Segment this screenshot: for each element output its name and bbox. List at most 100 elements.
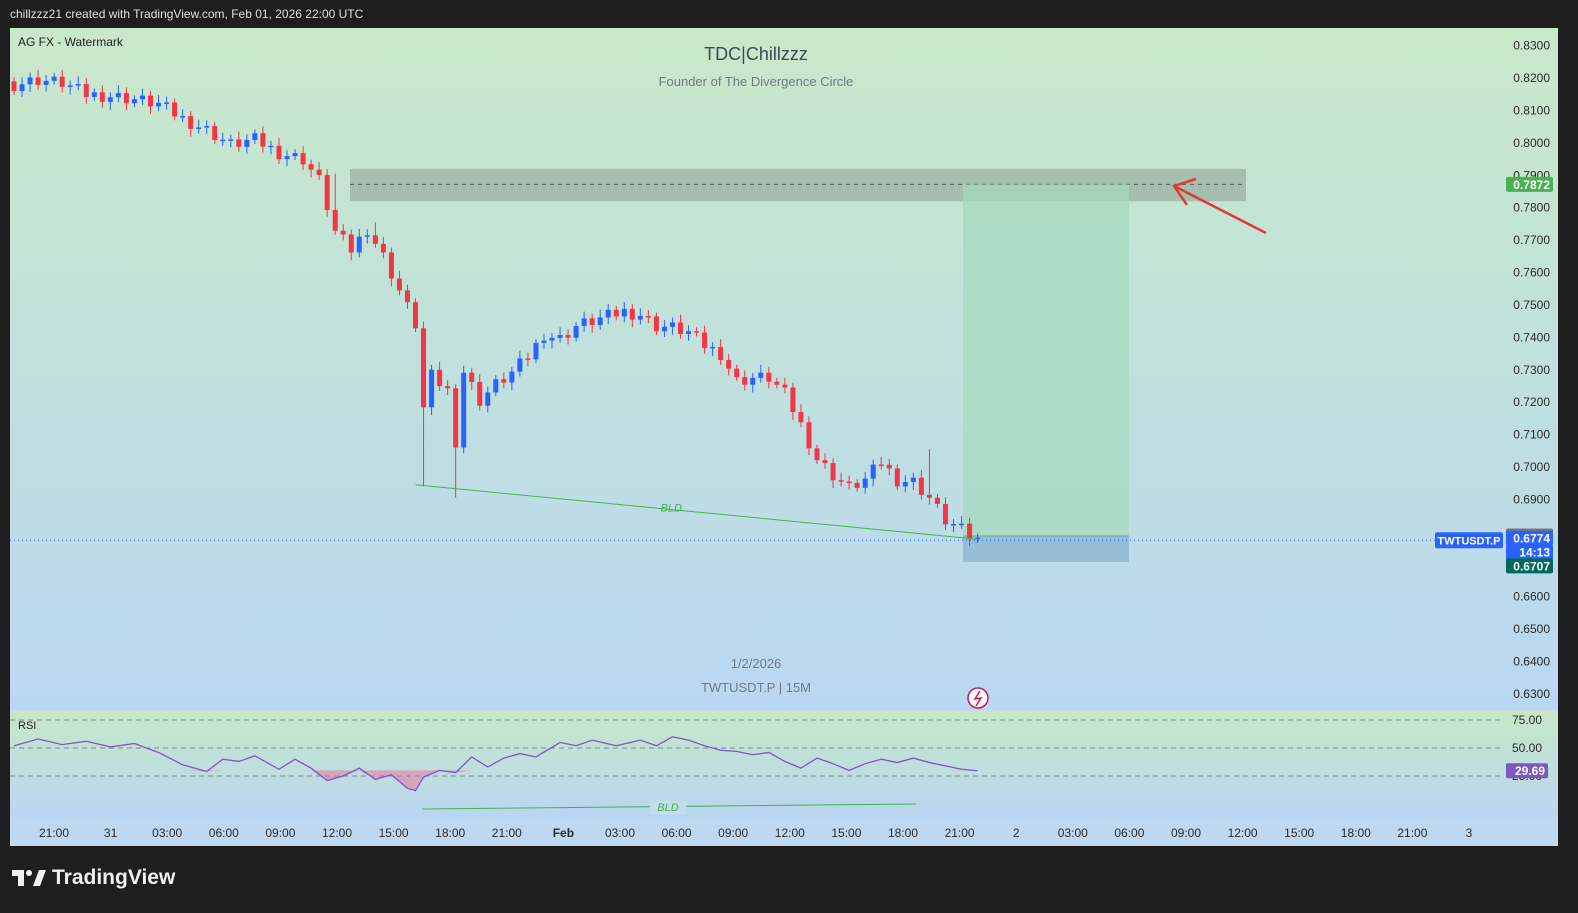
symbol-label-bg — [1435, 532, 1503, 549]
candle — [172, 102, 178, 117]
candle — [677, 322, 683, 334]
candle — [204, 126, 210, 128]
time-axis-tick: 21:00 — [1397, 826, 1427, 840]
price-axis-label-bg — [1506, 176, 1553, 192]
rsi-bld-label-bg — [650, 801, 686, 814]
candle — [99, 92, 105, 102]
candle — [702, 332, 708, 349]
price-axis-label-bg — [1506, 530, 1553, 546]
candle — [750, 377, 756, 385]
price-axis-tick: 0.7200 — [1513, 395, 1550, 409]
chart-frame[interactable]: TDC|Chillzzz Founder of The Divergence Ci… — [10, 28, 1558, 846]
candle — [485, 392, 491, 406]
candle — [404, 290, 410, 303]
bld-divergence-line — [415, 484, 978, 540]
candle — [27, 77, 33, 85]
candle — [758, 372, 764, 378]
candle — [621, 308, 627, 317]
candle — [870, 464, 876, 479]
candle — [164, 102, 170, 104]
price-axis-label: 0.6774 — [1513, 532, 1550, 546]
candle — [951, 524, 957, 526]
candle — [798, 412, 804, 423]
candle — [525, 358, 531, 360]
candle — [694, 331, 700, 333]
candle — [782, 384, 788, 388]
candle — [43, 80, 49, 85]
candle — [967, 523, 973, 540]
chart-caption: chillzzz21 created with TradingView.com,… — [10, 7, 364, 21]
alert-lightning-glyph — [973, 690, 983, 707]
candle — [276, 145, 282, 160]
candle — [388, 252, 394, 279]
candle — [340, 230, 346, 235]
price-axis-tick: 0.6400 — [1513, 654, 1550, 668]
candle — [894, 468, 900, 487]
candle — [846, 481, 852, 484]
price-axis-tick: 0.7000 — [1513, 460, 1550, 474]
price-axis-tick: 0.7600 — [1513, 266, 1550, 280]
price-axis-label-bg — [1506, 558, 1553, 574]
candle — [613, 309, 619, 317]
candle — [380, 243, 386, 253]
candle — [196, 127, 202, 129]
candle — [308, 164, 314, 170]
chart-caption-bar: chillzzz21 created with TradingView.com,… — [0, 0, 1578, 28]
chart-canvas[interactable]: TDC|Chillzzz Founder of The Divergence Ci… — [10, 28, 1558, 846]
price-axis-tick: 0.7100 — [1513, 428, 1550, 442]
candle — [300, 153, 306, 165]
candle — [637, 315, 643, 320]
candle — [228, 139, 234, 141]
tradingview-brand-name: TradingView — [52, 866, 176, 889]
candle — [766, 372, 772, 382]
candle — [437, 369, 443, 387]
price-axis-tick: 0.6600 — [1513, 590, 1550, 604]
price-axis-tick: 0.6300 — [1513, 687, 1550, 701]
candle — [918, 477, 924, 495]
candle — [316, 169, 322, 176]
rsi-current-label: 29.69 — [1515, 764, 1545, 778]
candle — [421, 328, 427, 408]
candle — [661, 326, 667, 332]
candle — [493, 379, 499, 393]
candle — [180, 116, 186, 118]
candle — [806, 422, 812, 449]
tradingview-logo-icon — [12, 870, 46, 886]
candle — [453, 388, 459, 448]
candle — [469, 372, 475, 383]
time-axis-tick: 06:00 — [1114, 826, 1144, 840]
candle — [284, 156, 290, 160]
candle — [67, 85, 73, 87]
candle — [236, 139, 242, 147]
time-axis-tick: 09:00 — [718, 826, 748, 840]
candle — [597, 317, 603, 326]
time-axis-tick: 15:00 — [831, 826, 861, 840]
candle — [461, 372, 467, 448]
candle — [501, 379, 507, 383]
candle — [107, 97, 113, 102]
candle — [814, 448, 820, 461]
candle — [822, 460, 828, 464]
position-target-zone — [963, 184, 1129, 536]
candle — [445, 386, 451, 389]
candle — [292, 153, 298, 157]
time-axis-tick: 09:00 — [265, 826, 295, 840]
candle — [413, 302, 418, 329]
candle — [669, 322, 675, 327]
candle — [244, 140, 250, 147]
price-axis-tick: 0.8100 — [1513, 104, 1550, 118]
candle — [565, 335, 571, 338]
time-axis-tick: 12:00 — [322, 826, 352, 840]
time-axis-tick: 15:00 — [379, 826, 409, 840]
watermark-title: TDC|Chillzzz — [704, 44, 808, 64]
price-axis-tick: 0.7800 — [1513, 201, 1550, 215]
annotation-arrowhead — [1172, 177, 1197, 206]
candle — [429, 369, 435, 408]
candle — [11, 81, 17, 92]
candle — [324, 175, 330, 211]
candle — [188, 116, 194, 129]
watermark-symbol: TWTUSDT.P | 15M — [701, 680, 811, 695]
price-axis-tick: 0.8200 — [1513, 71, 1550, 85]
candle — [123, 93, 129, 104]
time-axis-tick: 15:00 — [1284, 826, 1314, 840]
